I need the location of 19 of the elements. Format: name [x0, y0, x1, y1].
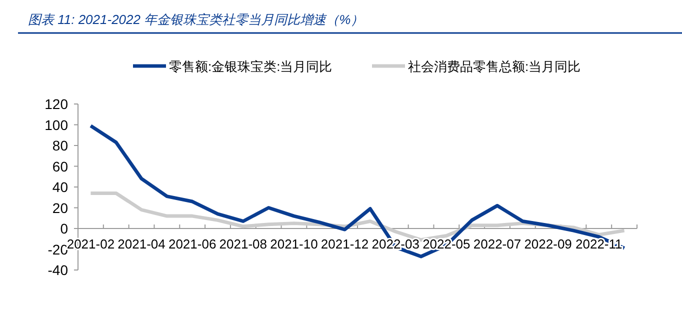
x-tick-label: 2021-06 — [168, 236, 216, 252]
legend-label: 社会消费品零售总额:当月同比 — [408, 59, 581, 74]
y-tick-label: 120 — [44, 96, 68, 112]
y-tick-label: 40 — [52, 179, 68, 195]
y-tick-label: 100 — [44, 116, 68, 133]
legend-label: 零售额:金银珠宝类:当月同比 — [169, 59, 332, 74]
y-tick-label: 20 — [52, 200, 68, 216]
x-tick-label: 2022-09 — [524, 236, 572, 252]
x-tick-label: 2021-08 — [219, 236, 268, 252]
x-tick-label: 2021-10 — [270, 236, 318, 252]
x-tick-label: 2021-04 — [118, 236, 166, 252]
x-tick-label: 2022-07 — [473, 236, 522, 252]
x-tick-label: 2021-02 — [66, 236, 115, 252]
y-tick-label: 60 — [52, 158, 68, 174]
x-tick-label: 2021-12 — [320, 236, 369, 252]
y-tick-label: -40 — [48, 262, 68, 278]
y-tick-label: 80 — [52, 138, 68, 154]
chart-title: 图表 11: 2021-2022 年金银珠宝类社零当月同比增速（%） — [28, 12, 364, 27]
y-tick-label: 0 — [60, 220, 68, 236]
